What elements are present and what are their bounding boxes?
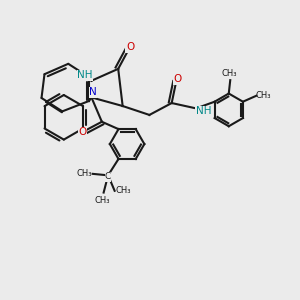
- Text: CH₃: CH₃: [76, 169, 92, 178]
- Text: NH: NH: [77, 70, 93, 80]
- Text: N: N: [89, 87, 97, 97]
- Text: CH₃: CH₃: [255, 91, 271, 100]
- Text: NH: NH: [196, 106, 211, 116]
- Text: CH₃: CH₃: [221, 69, 236, 78]
- Text: O: O: [78, 128, 87, 137]
- Text: O: O: [126, 42, 134, 52]
- Text: O: O: [173, 74, 182, 84]
- Text: CH₃: CH₃: [94, 196, 110, 206]
- Text: C: C: [105, 172, 111, 181]
- Text: CH₃: CH₃: [116, 186, 131, 195]
